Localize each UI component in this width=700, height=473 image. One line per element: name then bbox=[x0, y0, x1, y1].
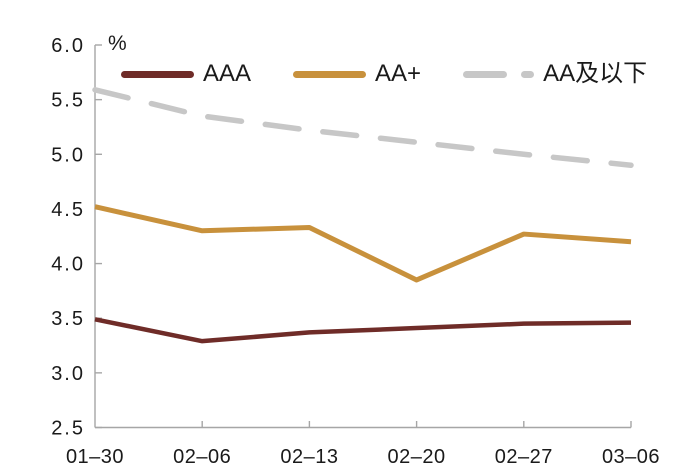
series-line-AA+ bbox=[94, 204, 632, 283]
legend-item-AA+: AA+ bbox=[293, 62, 421, 86]
x-tick-label: 02–13 bbox=[280, 446, 338, 468]
y-tick-label: 3.5 bbox=[51, 308, 85, 330]
y-tick-label: 2.5 bbox=[51, 418, 85, 440]
y-tick-label: 4.5 bbox=[51, 199, 85, 221]
y-tick-label: 5.0 bbox=[51, 144, 85, 166]
y-tick-label: 4.0 bbox=[51, 254, 85, 276]
y-axis-unit-label: % bbox=[108, 32, 127, 55]
y-tick-label: 6.0 bbox=[51, 35, 85, 57]
x-tick-label: 01–30 bbox=[66, 446, 124, 468]
legend-label: AA+ bbox=[375, 60, 422, 87]
x-tick-label: 03–06 bbox=[602, 446, 660, 468]
legend-swatch-icon bbox=[121, 70, 194, 78]
legend-label: AA及以下 bbox=[543, 60, 648, 87]
legend-swatch-icon bbox=[293, 70, 367, 78]
legend-label: AAA bbox=[203, 60, 252, 87]
chart-legend: AAA AA+ AA及以下 bbox=[121, 62, 647, 86]
series-line-AAA bbox=[94, 317, 632, 344]
legend-swatch-icon bbox=[463, 70, 535, 78]
legend-item-AA及以下: AA及以下 bbox=[463, 62, 647, 86]
x-tick-label: 02–20 bbox=[388, 446, 446, 468]
x-tick-label: 02–27 bbox=[495, 446, 553, 468]
y-tick-label: 5.5 bbox=[51, 90, 85, 112]
y-tick-label: 3.0 bbox=[51, 363, 85, 385]
legend-item-AAA: AAA bbox=[121, 62, 251, 86]
x-tick-label: 02–06 bbox=[173, 446, 231, 468]
series-line-AA及以下 bbox=[92, 87, 634, 168]
